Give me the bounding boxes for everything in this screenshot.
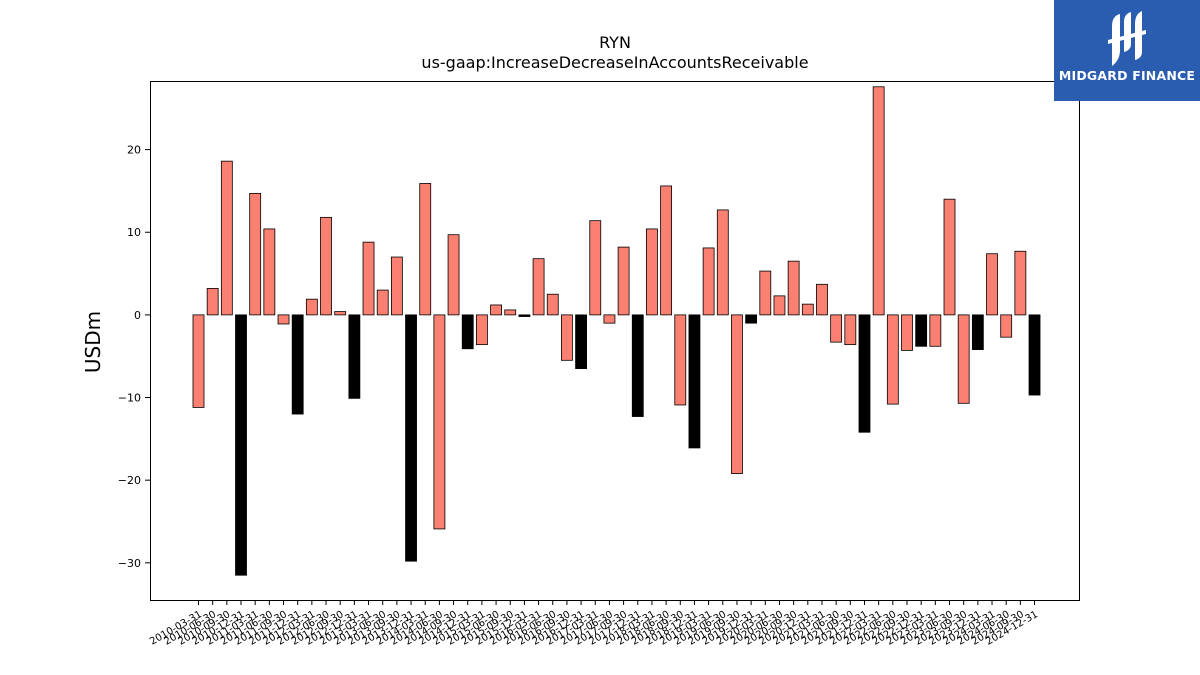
bar-2011-06-30 [263, 228, 276, 316]
bar-2011-03-31 [249, 192, 262, 316]
bar-2010-09-30 [220, 160, 233, 316]
bar-2021-03-31 [816, 283, 828, 316]
bar-2011-09-30 [277, 314, 290, 325]
bar-2015-06-30 [490, 304, 502, 316]
bar-2018-06-30 [660, 185, 673, 316]
brand-logo: MIDGARD FINANCE [1054, 0, 1200, 101]
chart-title: RYN [599, 33, 631, 52]
bar-2016-09-30 [561, 314, 573, 361]
bar-2023-09-30 [957, 314, 970, 404]
bar-2023-03-31 [929, 314, 942, 347]
bar-2010-03-31 [192, 314, 205, 408]
bar-2013-06-30 [376, 289, 389, 316]
bar-2014-09-30 [447, 234, 460, 316]
plot-frame [150, 81, 1080, 601]
y-tick-label: 10 [127, 226, 141, 239]
bar-2012-09-30 [334, 311, 347, 316]
bar-2020-06-30 [773, 295, 786, 316]
bar-2020-12-31 [801, 303, 814, 316]
bar-2016-12-31 [575, 314, 587, 370]
bar-2014-06-30 [433, 314, 446, 530]
bar-2019-12-31 [745, 314, 758, 324]
bar-2024-03-31 [986, 253, 998, 316]
y-tick-label: 0 [134, 309, 141, 322]
bar-2018-09-30 [674, 314, 687, 406]
bar-2012-06-30 [320, 216, 332, 316]
bar-2023-12-31 [971, 314, 984, 350]
bar-2014-03-31 [419, 183, 432, 316]
y-tick-label: −10 [118, 392, 141, 405]
x-axis: 2010-03-312010-06-302010-09-302010-12-31… [148, 600, 1040, 648]
bar-2021-09-30 [844, 314, 857, 346]
bar-2012-12-31 [348, 314, 361, 399]
bar-2019-03-31 [702, 247, 715, 316]
bar-2021-12-31 [858, 314, 871, 433]
y-tick-label: 20 [127, 144, 141, 157]
bar-2012-03-31 [305, 298, 318, 316]
bar-2010-12-31 [235, 314, 247, 576]
y-tick-label: −30 [118, 557, 141, 570]
bar-series [192, 86, 1041, 576]
bar-2017-12-31 [631, 314, 644, 417]
bar-2015-09-30 [504, 309, 517, 316]
bar-2013-09-30 [390, 256, 403, 316]
y-axis-label: USDm [81, 311, 105, 373]
bar-2024-12-31 [1028, 314, 1041, 396]
bar-2020-09-30 [787, 260, 800, 316]
bar-2013-12-31 [405, 314, 417, 562]
bar-2018-12-31 [688, 314, 701, 449]
bar-2019-09-30 [731, 314, 743, 474]
bar-2017-03-31 [589, 220, 602, 316]
bar-2017-06-30 [603, 314, 616, 324]
bar-2015-03-31 [475, 314, 488, 346]
chart-subtitle: us-gaap:IncreaseDecreaseInAccountsReceiv… [421, 53, 809, 72]
bar-2019-06-30 [716, 209, 729, 316]
bar-2022-06-30 [886, 314, 899, 405]
bar-2023-06-30 [943, 198, 956, 316]
bar-2016-06-30 [546, 293, 559, 316]
bar-2010-06-30 [206, 288, 219, 316]
bar-2016-03-31 [532, 258, 545, 316]
midgard-logo-icon [1108, 11, 1146, 66]
bar-2020-03-31 [759, 270, 772, 316]
bar-2013-03-31 [362, 241, 375, 316]
brand-name: MIDGARD FINANCE [1058, 68, 1196, 83]
bar-2021-06-30 [830, 314, 843, 343]
bar-2022-09-30 [901, 314, 913, 351]
y-axis: −30 −20 −10 0 10 20 [118, 144, 150, 570]
y-tick-label: −20 [118, 474, 141, 487]
bar-2011-12-31 [291, 314, 304, 415]
bar-2017-09-30 [617, 246, 630, 316]
bar-2022-03-31 [872, 86, 885, 316]
bar-2018-03-31 [646, 228, 658, 316]
bar-2022-12-31 [915, 314, 928, 347]
bar-2024-09-30 [1014, 250, 1027, 316]
bar-2024-06-30 [1000, 314, 1013, 338]
bar-2015-12-31 [518, 314, 531, 317]
bar-2014-12-31 [461, 314, 474, 350]
